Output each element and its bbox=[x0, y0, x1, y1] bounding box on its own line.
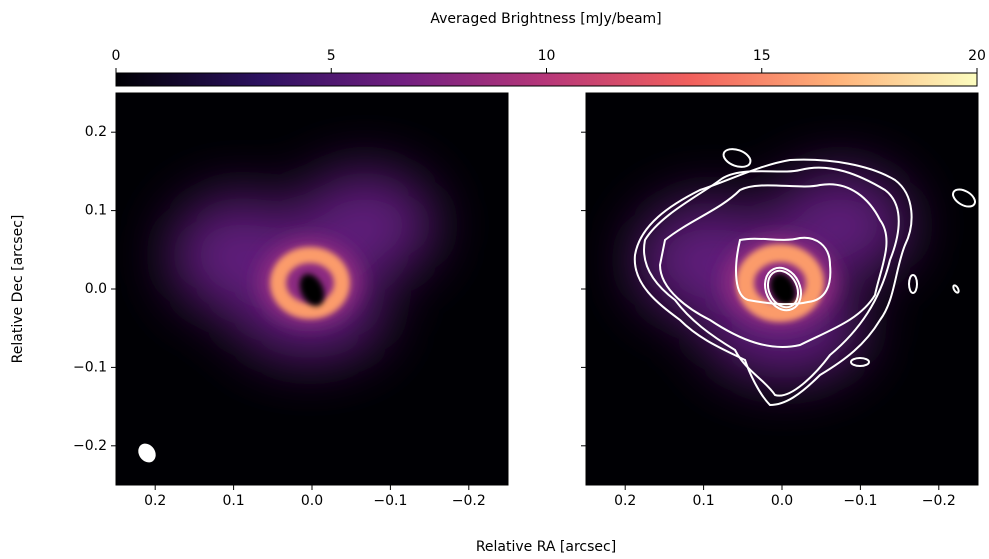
colorbar bbox=[115, 72, 978, 87]
colorbar-label: Averaged Brightness [mJy/beam] bbox=[430, 11, 661, 27]
x-tick-label: 0.1 bbox=[222, 493, 244, 509]
y-axis-label: Relative Dec [arcsec] bbox=[10, 215, 26, 364]
image-left bbox=[116, 93, 508, 485]
x-tick-label: 0.2 bbox=[144, 493, 166, 509]
colorbar-tick-label: 5 bbox=[327, 48, 336, 64]
y-tick-label: 0.1 bbox=[85, 203, 107, 219]
x-tick-label: 0.0 bbox=[301, 493, 323, 509]
x-tick-label: −0.1 bbox=[843, 493, 877, 509]
image-right bbox=[586, 93, 978, 485]
colorbar-tick-label: 10 bbox=[538, 48, 556, 64]
x-tick-label: 0.0 bbox=[771, 493, 793, 509]
x-tick-label: −0.2 bbox=[452, 493, 486, 509]
x-axis-label: Relative RA [arcsec] bbox=[476, 539, 616, 555]
colorbar-tick-label: 20 bbox=[968, 48, 986, 64]
colorbar-tick-label: 0 bbox=[112, 48, 121, 64]
y-tick-label: 0.0 bbox=[85, 281, 107, 297]
y-tick-label: −0.2 bbox=[73, 438, 107, 454]
x-tick-label: 0.1 bbox=[692, 493, 714, 509]
x-tick-label: −0.1 bbox=[373, 493, 407, 509]
y-tick-label: 0.2 bbox=[85, 124, 107, 140]
x-tick-label: −0.2 bbox=[922, 493, 956, 509]
y-tick-label: −0.1 bbox=[73, 359, 107, 375]
x-tick-label: 0.2 bbox=[614, 493, 636, 509]
colorbar-tick-label: 15 bbox=[753, 48, 771, 64]
